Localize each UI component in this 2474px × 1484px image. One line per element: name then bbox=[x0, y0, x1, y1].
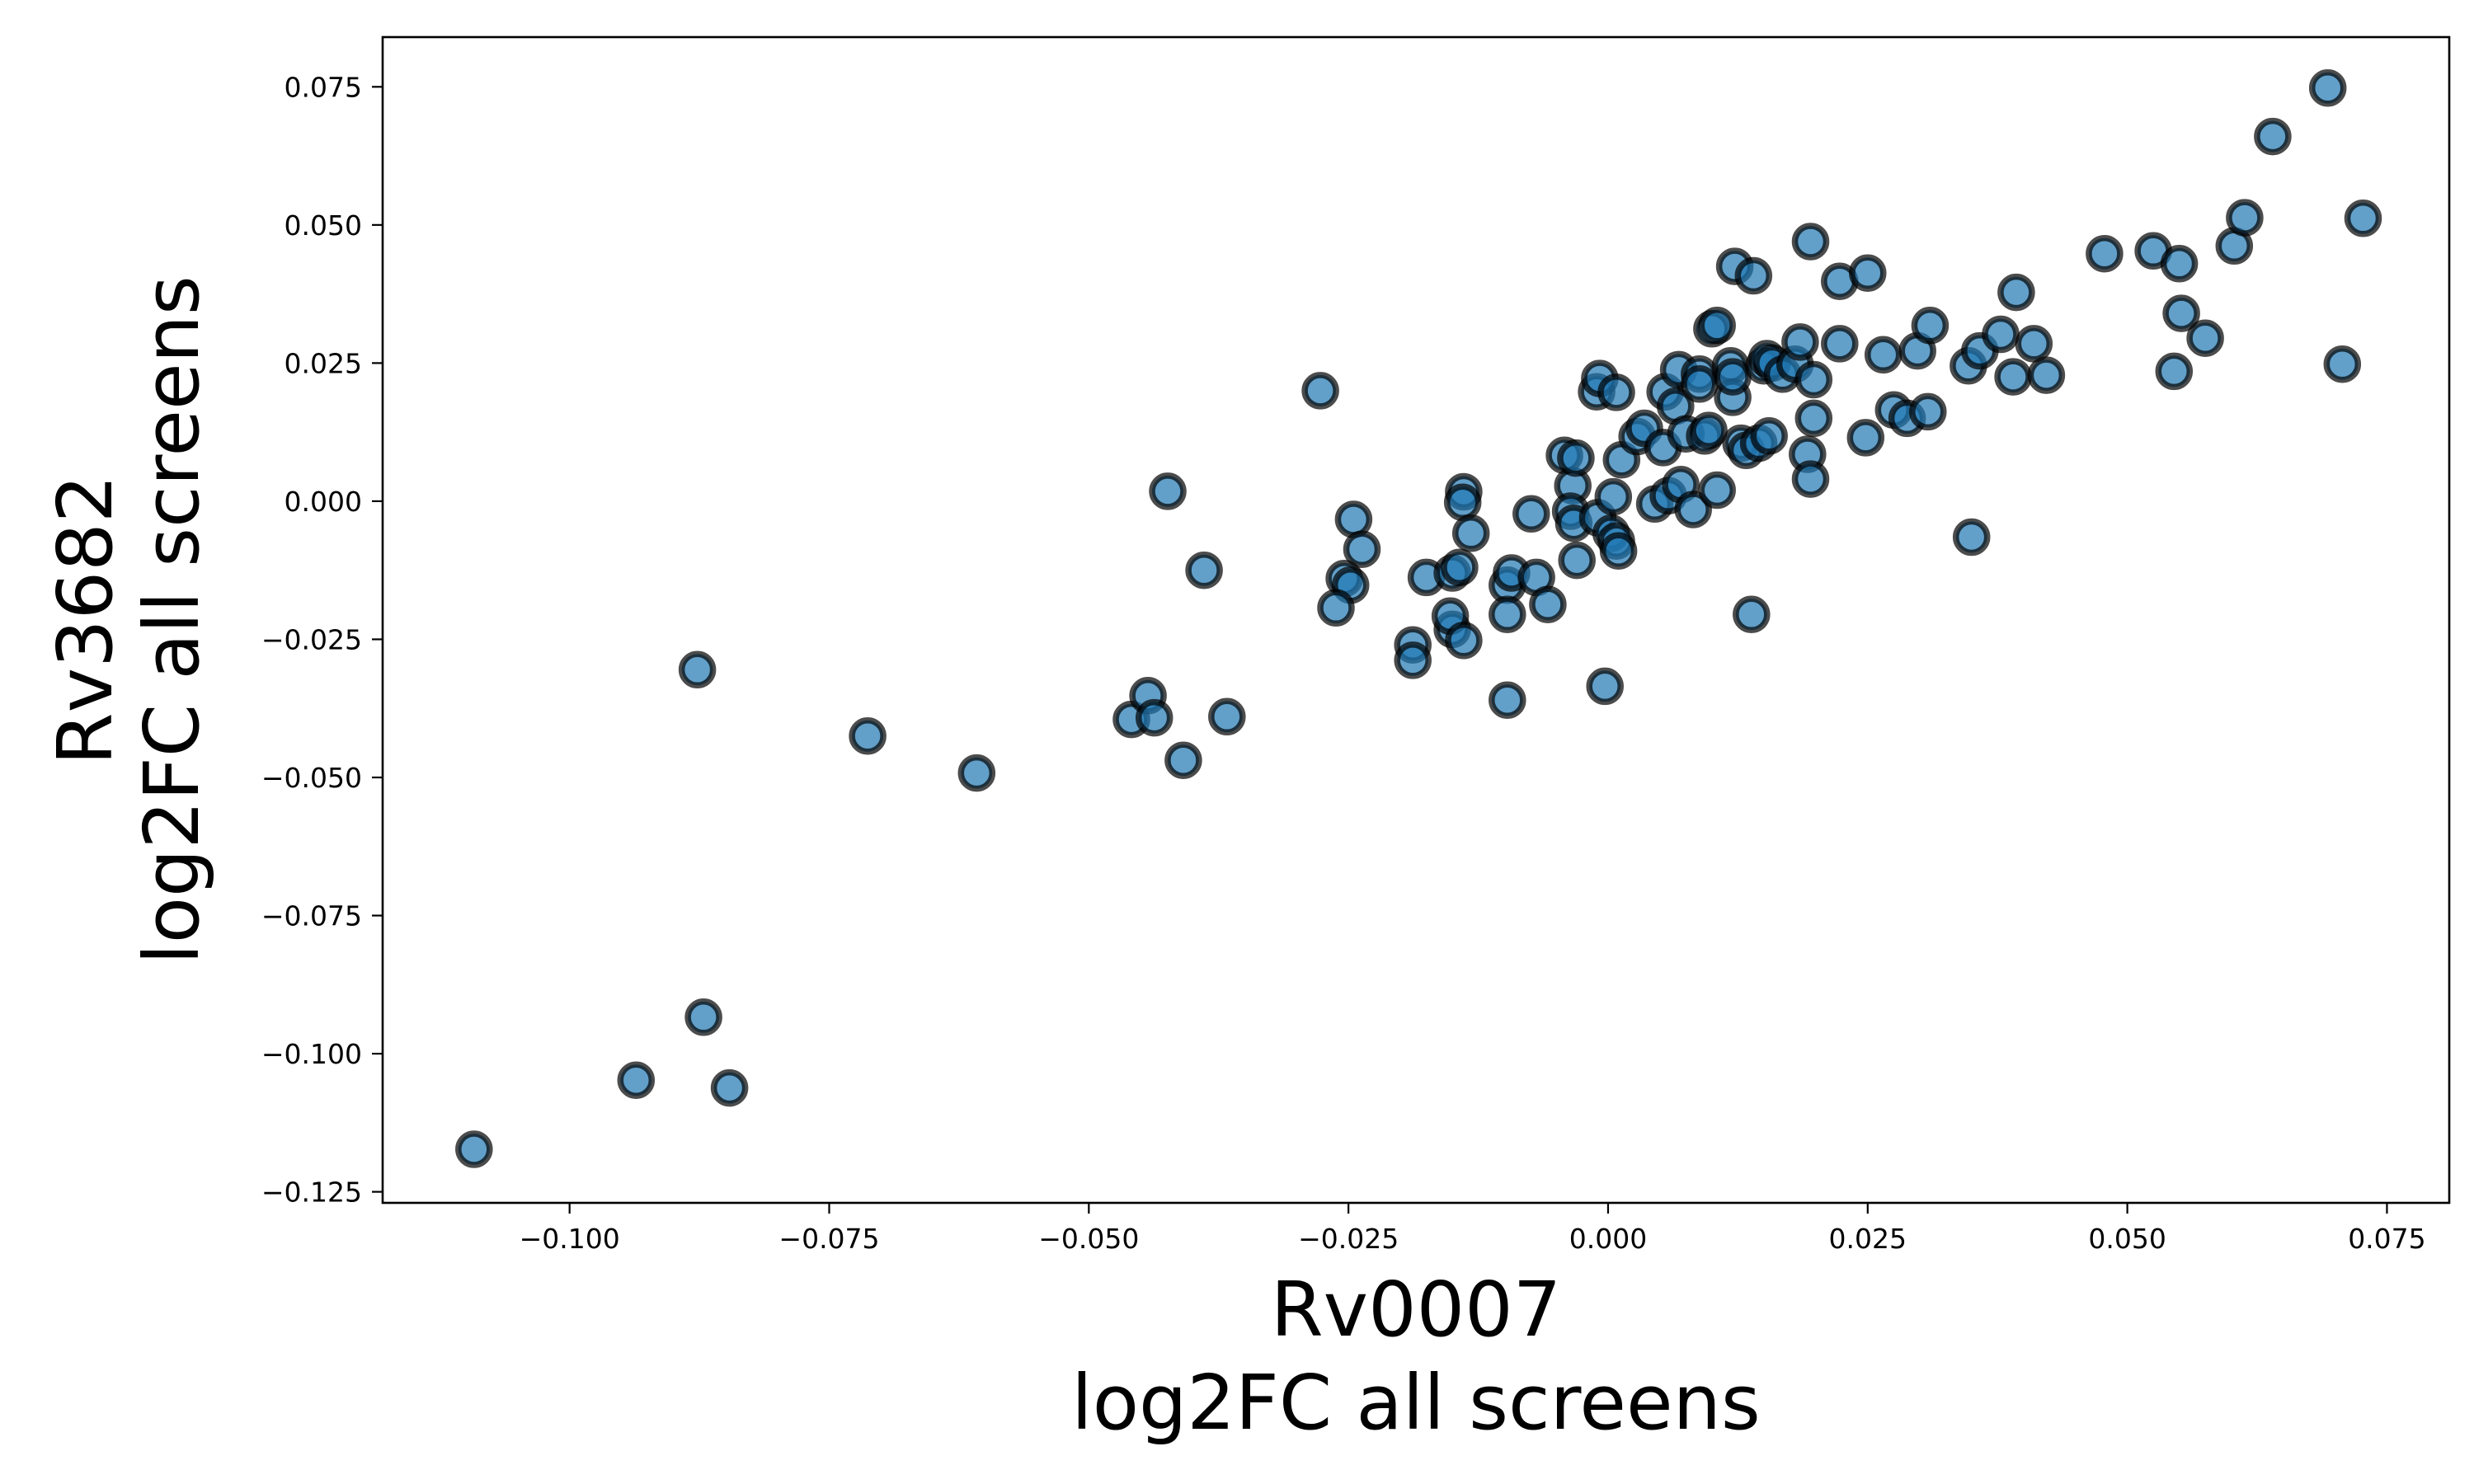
scatter-point bbox=[2015, 325, 2053, 363]
scatter-point bbox=[1849, 254, 1887, 292]
scatter-point bbox=[1791, 223, 1830, 261]
scatter-point bbox=[1750, 417, 1788, 455]
scatter-point bbox=[678, 650, 717, 689]
scatter-point bbox=[1690, 411, 1728, 449]
scatter-point bbox=[1489, 595, 1526, 634]
x-tick-label: 0.025 bbox=[1829, 1223, 1907, 1255]
scatter-point bbox=[1733, 595, 1771, 634]
y-tick-label: −0.025 bbox=[261, 623, 362, 655]
x-axis-title-line-2: log2FC all screens bbox=[1071, 1359, 1761, 1447]
scatter-point bbox=[2160, 245, 2199, 283]
scatter-point bbox=[1557, 439, 1595, 477]
scatter-point bbox=[1164, 741, 1202, 779]
x-tick-label: −0.100 bbox=[520, 1223, 620, 1255]
y-tick-label: −0.125 bbox=[261, 1176, 362, 1209]
y-tick-label: −0.075 bbox=[261, 900, 362, 932]
y-tick-label: 0.025 bbox=[285, 347, 362, 379]
scatter-point bbox=[2323, 345, 2362, 383]
scatter-point bbox=[455, 1130, 493, 1168]
scatter-point bbox=[1594, 477, 1633, 516]
scatter-point bbox=[2344, 200, 2382, 237]
scatter-point bbox=[1982, 315, 2020, 354]
scatter-point bbox=[1909, 392, 1947, 431]
x-axis-ticks: −0.100 −0.075 −0.050 −0.025 0.000 0.025 0.050 0… bbox=[520, 1203, 2426, 1255]
scatter-point bbox=[1599, 532, 1638, 570]
y-tick-label: 0.075 bbox=[285, 71, 362, 103]
x-tick-label: 0.075 bbox=[2348, 1223, 2425, 1255]
scatter-point bbox=[1135, 698, 1174, 737]
scatter-point bbox=[2027, 356, 2066, 394]
y-tick-label: 0.000 bbox=[285, 486, 362, 518]
y-tick-label: 0.050 bbox=[285, 209, 362, 242]
scatter-point bbox=[1794, 360, 1833, 399]
scatter-point bbox=[1317, 589, 1355, 627]
scatter-point bbox=[1864, 336, 1903, 374]
x-tick-label: −0.050 bbox=[1038, 1223, 1139, 1255]
scatter-point bbox=[1445, 622, 1483, 660]
scatter-point bbox=[1451, 514, 1490, 552]
scatter-point bbox=[1334, 500, 1373, 538]
scatter-point bbox=[1698, 471, 1736, 510]
scatter-point bbox=[1997, 273, 2035, 312]
scatter-point bbox=[1208, 697, 1246, 736]
scatter-point bbox=[849, 716, 887, 755]
y-tick-label: −0.050 bbox=[261, 762, 362, 794]
scatter-point bbox=[1698, 307, 1736, 345]
scatter-point bbox=[1301, 372, 1339, 410]
scatter-point bbox=[1781, 323, 1819, 361]
x-tick-label: −0.025 bbox=[1298, 1223, 1399, 1255]
scatter-point bbox=[2086, 234, 2124, 273]
scatter-point bbox=[1681, 365, 1719, 403]
scatter-point bbox=[1512, 495, 1550, 533]
scatter-point bbox=[1674, 491, 1712, 528]
scatter-point bbox=[1489, 681, 1526, 719]
scatter-point bbox=[1443, 483, 1482, 522]
y-tick-label: −0.100 bbox=[261, 1038, 362, 1070]
scatter-point bbox=[1441, 548, 1479, 587]
x-axis-title-line-1: Rv0007 bbox=[1271, 1266, 1562, 1354]
x-tick-label: −0.075 bbox=[778, 1223, 879, 1255]
scatter-point bbox=[2186, 319, 2224, 357]
y-axis-title-line-2: log2FC all screens bbox=[128, 275, 216, 965]
scatter-point bbox=[1394, 641, 1432, 679]
y-axis-title-line-1: Rv3682 bbox=[41, 475, 129, 766]
scatter-point bbox=[1529, 585, 1567, 623]
scatter-point bbox=[2226, 199, 2264, 237]
scatter-point bbox=[1794, 399, 1833, 438]
scatter-point bbox=[2308, 68, 2347, 107]
data-points bbox=[455, 68, 2382, 1168]
scatter-point bbox=[617, 1061, 656, 1099]
scatter-point bbox=[1343, 530, 1381, 568]
scatter-point bbox=[1994, 358, 2032, 396]
scatter-point bbox=[710, 1068, 749, 1107]
x-tick-label: 0.050 bbox=[2088, 1223, 2166, 1255]
scatter-point bbox=[2155, 352, 2194, 391]
scatter-point bbox=[1791, 460, 1830, 498]
plot-frame bbox=[381, 35, 2451, 1205]
scatter-point bbox=[957, 754, 996, 792]
x-tick-label: 0.000 bbox=[1569, 1223, 1647, 1255]
scatter-point bbox=[1952, 518, 1991, 556]
scatter-point bbox=[1911, 307, 1950, 345]
scatter-point bbox=[1821, 325, 1859, 363]
scatter-point bbox=[2254, 117, 2292, 156]
y-axis-ticks: −0.125 −0.100 −0.075 −0.050 −0.025 0.000 0.025… bbox=[261, 71, 383, 1209]
scatter-point bbox=[1734, 256, 1773, 295]
scatter-point bbox=[2162, 294, 2200, 332]
scatter-point bbox=[684, 998, 722, 1036]
scatter-point bbox=[1597, 373, 1635, 411]
scatter-point bbox=[1846, 419, 1885, 457]
scatter-point bbox=[1149, 472, 1187, 510]
scatter-point bbox=[1586, 667, 1624, 706]
scatter-point bbox=[1558, 541, 1596, 580]
scatter-point bbox=[1185, 551, 1223, 589]
scatter-point bbox=[1714, 358, 1752, 396]
